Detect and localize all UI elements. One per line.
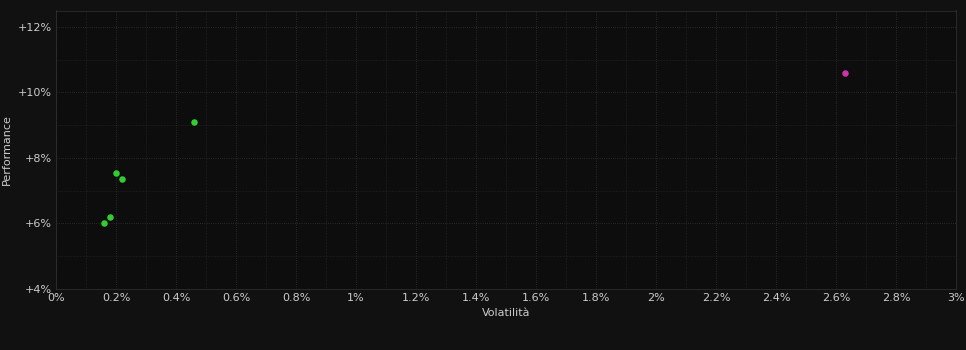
Point [186,119,202,125]
X-axis label: Volatilità: Volatilità [482,308,530,319]
Y-axis label: Performance: Performance [2,114,13,185]
Point [102,214,118,219]
Point [108,170,124,175]
Point [838,71,853,76]
Point [97,220,112,226]
Point [114,176,129,182]
